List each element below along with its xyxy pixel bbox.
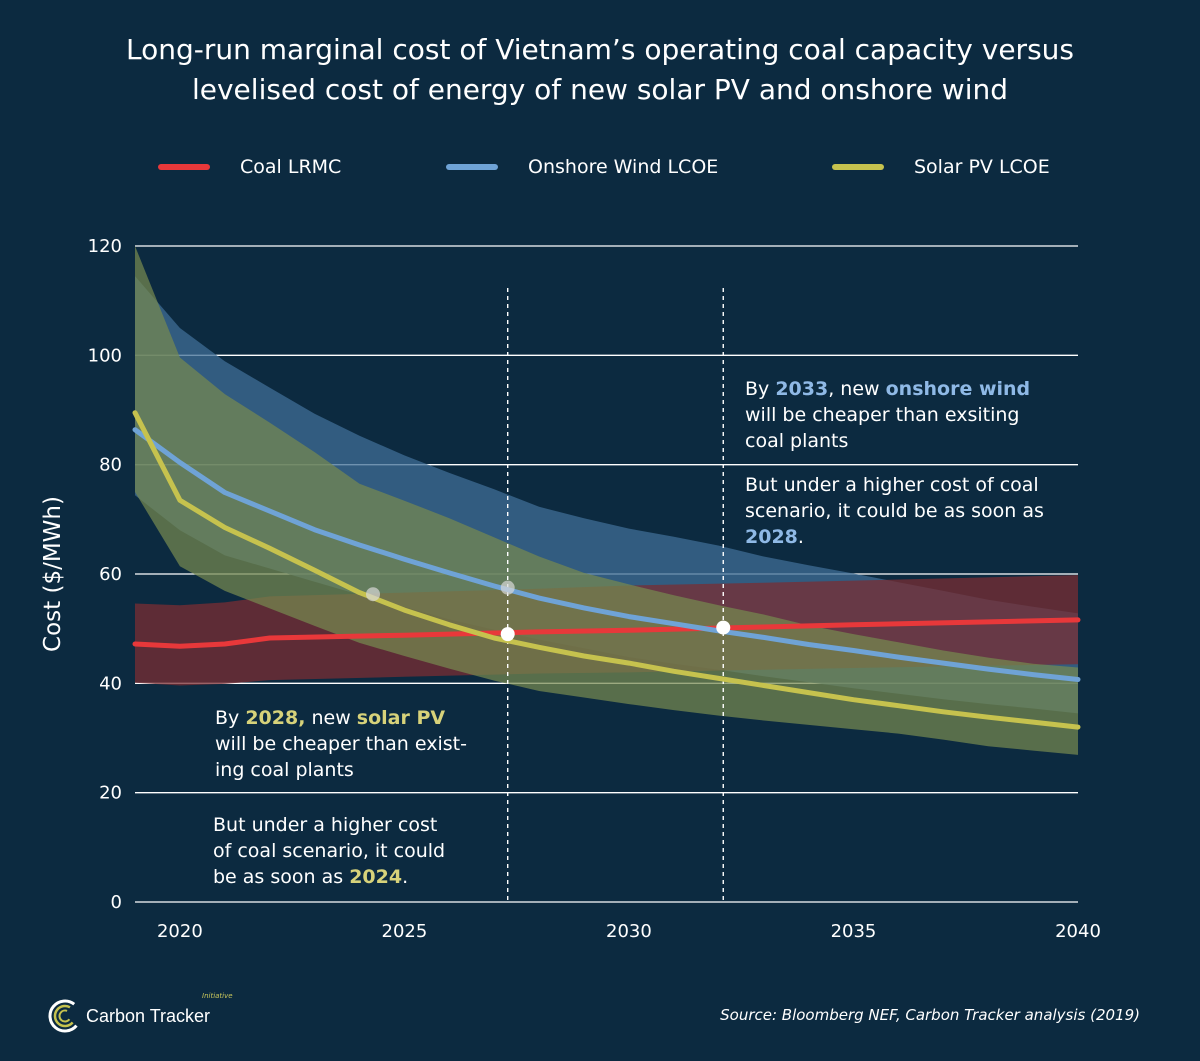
legend-label-solar: Solar PV LCOE: [914, 156, 1050, 178]
highlight-point-4: [365, 587, 380, 602]
annot-wind-year: 2033: [775, 378, 829, 400]
chart-title-line2: levelised cost of energy of new solar PV…: [191, 73, 1008, 106]
annot-solar-b3: be as soon as: [213, 866, 350, 888]
logo-text: Carbon Tracker: [86, 1005, 211, 1026]
legend-coal: Coal LRMC: [158, 152, 341, 182]
annotation-solar-scenario: But under a higher cost of coal scenario…: [213, 812, 445, 890]
highlight-point-3: [500, 580, 515, 595]
y-tick-label: 40: [99, 673, 122, 694]
annot-solar-year: 2028,: [245, 707, 306, 729]
annot-wind-tech: onshore wind: [885, 378, 1031, 400]
annot-solar-line2: will be cheaper than exist-: [215, 733, 467, 755]
legend-swatch-wind: [446, 164, 498, 170]
annot-wind-line2: will be cheaper than exsiting: [745, 404, 1020, 426]
logo-icon: [48, 999, 82, 1033]
x-tick-label: 2020: [157, 921, 203, 942]
annotation-wind-scenario: But under a higher cost of coal scenario…: [745, 472, 1044, 550]
annot-solar-tech: solar PV: [356, 707, 446, 729]
line-solar-pv-lcoe: [132, 410, 1081, 730]
logo-initiative: Initiative: [202, 992, 233, 1000]
x-tick-label: 2030: [606, 921, 652, 942]
y-tick-label: 60: [99, 564, 122, 585]
annot-solar-line3: ing coal plants: [215, 759, 354, 781]
legend-swatch-coal: [158, 164, 210, 170]
y-tick-label: 80: [99, 455, 122, 476]
highlight-point-1: [500, 627, 515, 642]
y-tick-label: 100: [88, 345, 122, 366]
annot-solar-text: By: [215, 707, 246, 729]
annot-wind-line3: coal plants: [745, 430, 849, 452]
line-onshore-wind-lcoe: [132, 427, 1081, 682]
annot-solar-b3-end: .: [402, 866, 409, 888]
legend-wind: Onshore Wind LCOE: [446, 152, 718, 182]
band-solar-pv: [135, 246, 1078, 755]
chart-title: Long-run marginal cost of Vietnam’s oper…: [0, 30, 1200, 110]
annot-wind-text: By: [745, 378, 776, 400]
legend-label-wind: Onshore Wind LCOE: [528, 156, 719, 178]
annot-wind-b1: But under a higher cost of coal: [745, 474, 1039, 496]
annot-wind-text2: , new: [828, 378, 886, 400]
annot-wind-b3-end: .: [797, 526, 804, 548]
legend-swatch-solar: [832, 164, 884, 170]
annot-wind-b2: scenario, it could be as soon as: [745, 500, 1044, 522]
y-axis-label: Cost ($/MWh): [40, 496, 66, 652]
source-note: Source: Bloomberg NEF, Carbon Tracker an…: [720, 1006, 1140, 1024]
y-tick-label: 20: [99, 783, 122, 804]
annot-wind-year2: 2028: [745, 526, 798, 548]
annot-solar-text2: new: [305, 707, 357, 729]
annotation-wind: By 2033, new onshore wind will be cheape…: [745, 376, 1030, 454]
y-tick-label: 0: [111, 892, 122, 913]
carbon-tracker-logo: Carbon Tracker Initiative: [48, 992, 233, 1036]
annot-solar-b2: of coal scenario, it could: [213, 840, 446, 862]
highlight-point-2: [716, 620, 731, 635]
x-tick-label: 2035: [831, 921, 877, 942]
chart-title-line1: Long-run marginal cost of Vietnam’s oper…: [125, 33, 1074, 66]
x-tick-label: 2025: [382, 921, 428, 942]
legend-solar: Solar PV LCOE: [832, 152, 1050, 182]
legend-label-coal: Coal LRMC: [240, 156, 342, 178]
y-tick-label: 120: [88, 236, 122, 257]
annotation-solar: By 2028, new solar PV will be cheaper th…: [215, 705, 467, 783]
annot-solar-year2: 2024: [349, 866, 403, 888]
annot-solar-b1: But under a higher cost: [213, 814, 438, 836]
x-tick-label: 2040: [1055, 921, 1101, 942]
